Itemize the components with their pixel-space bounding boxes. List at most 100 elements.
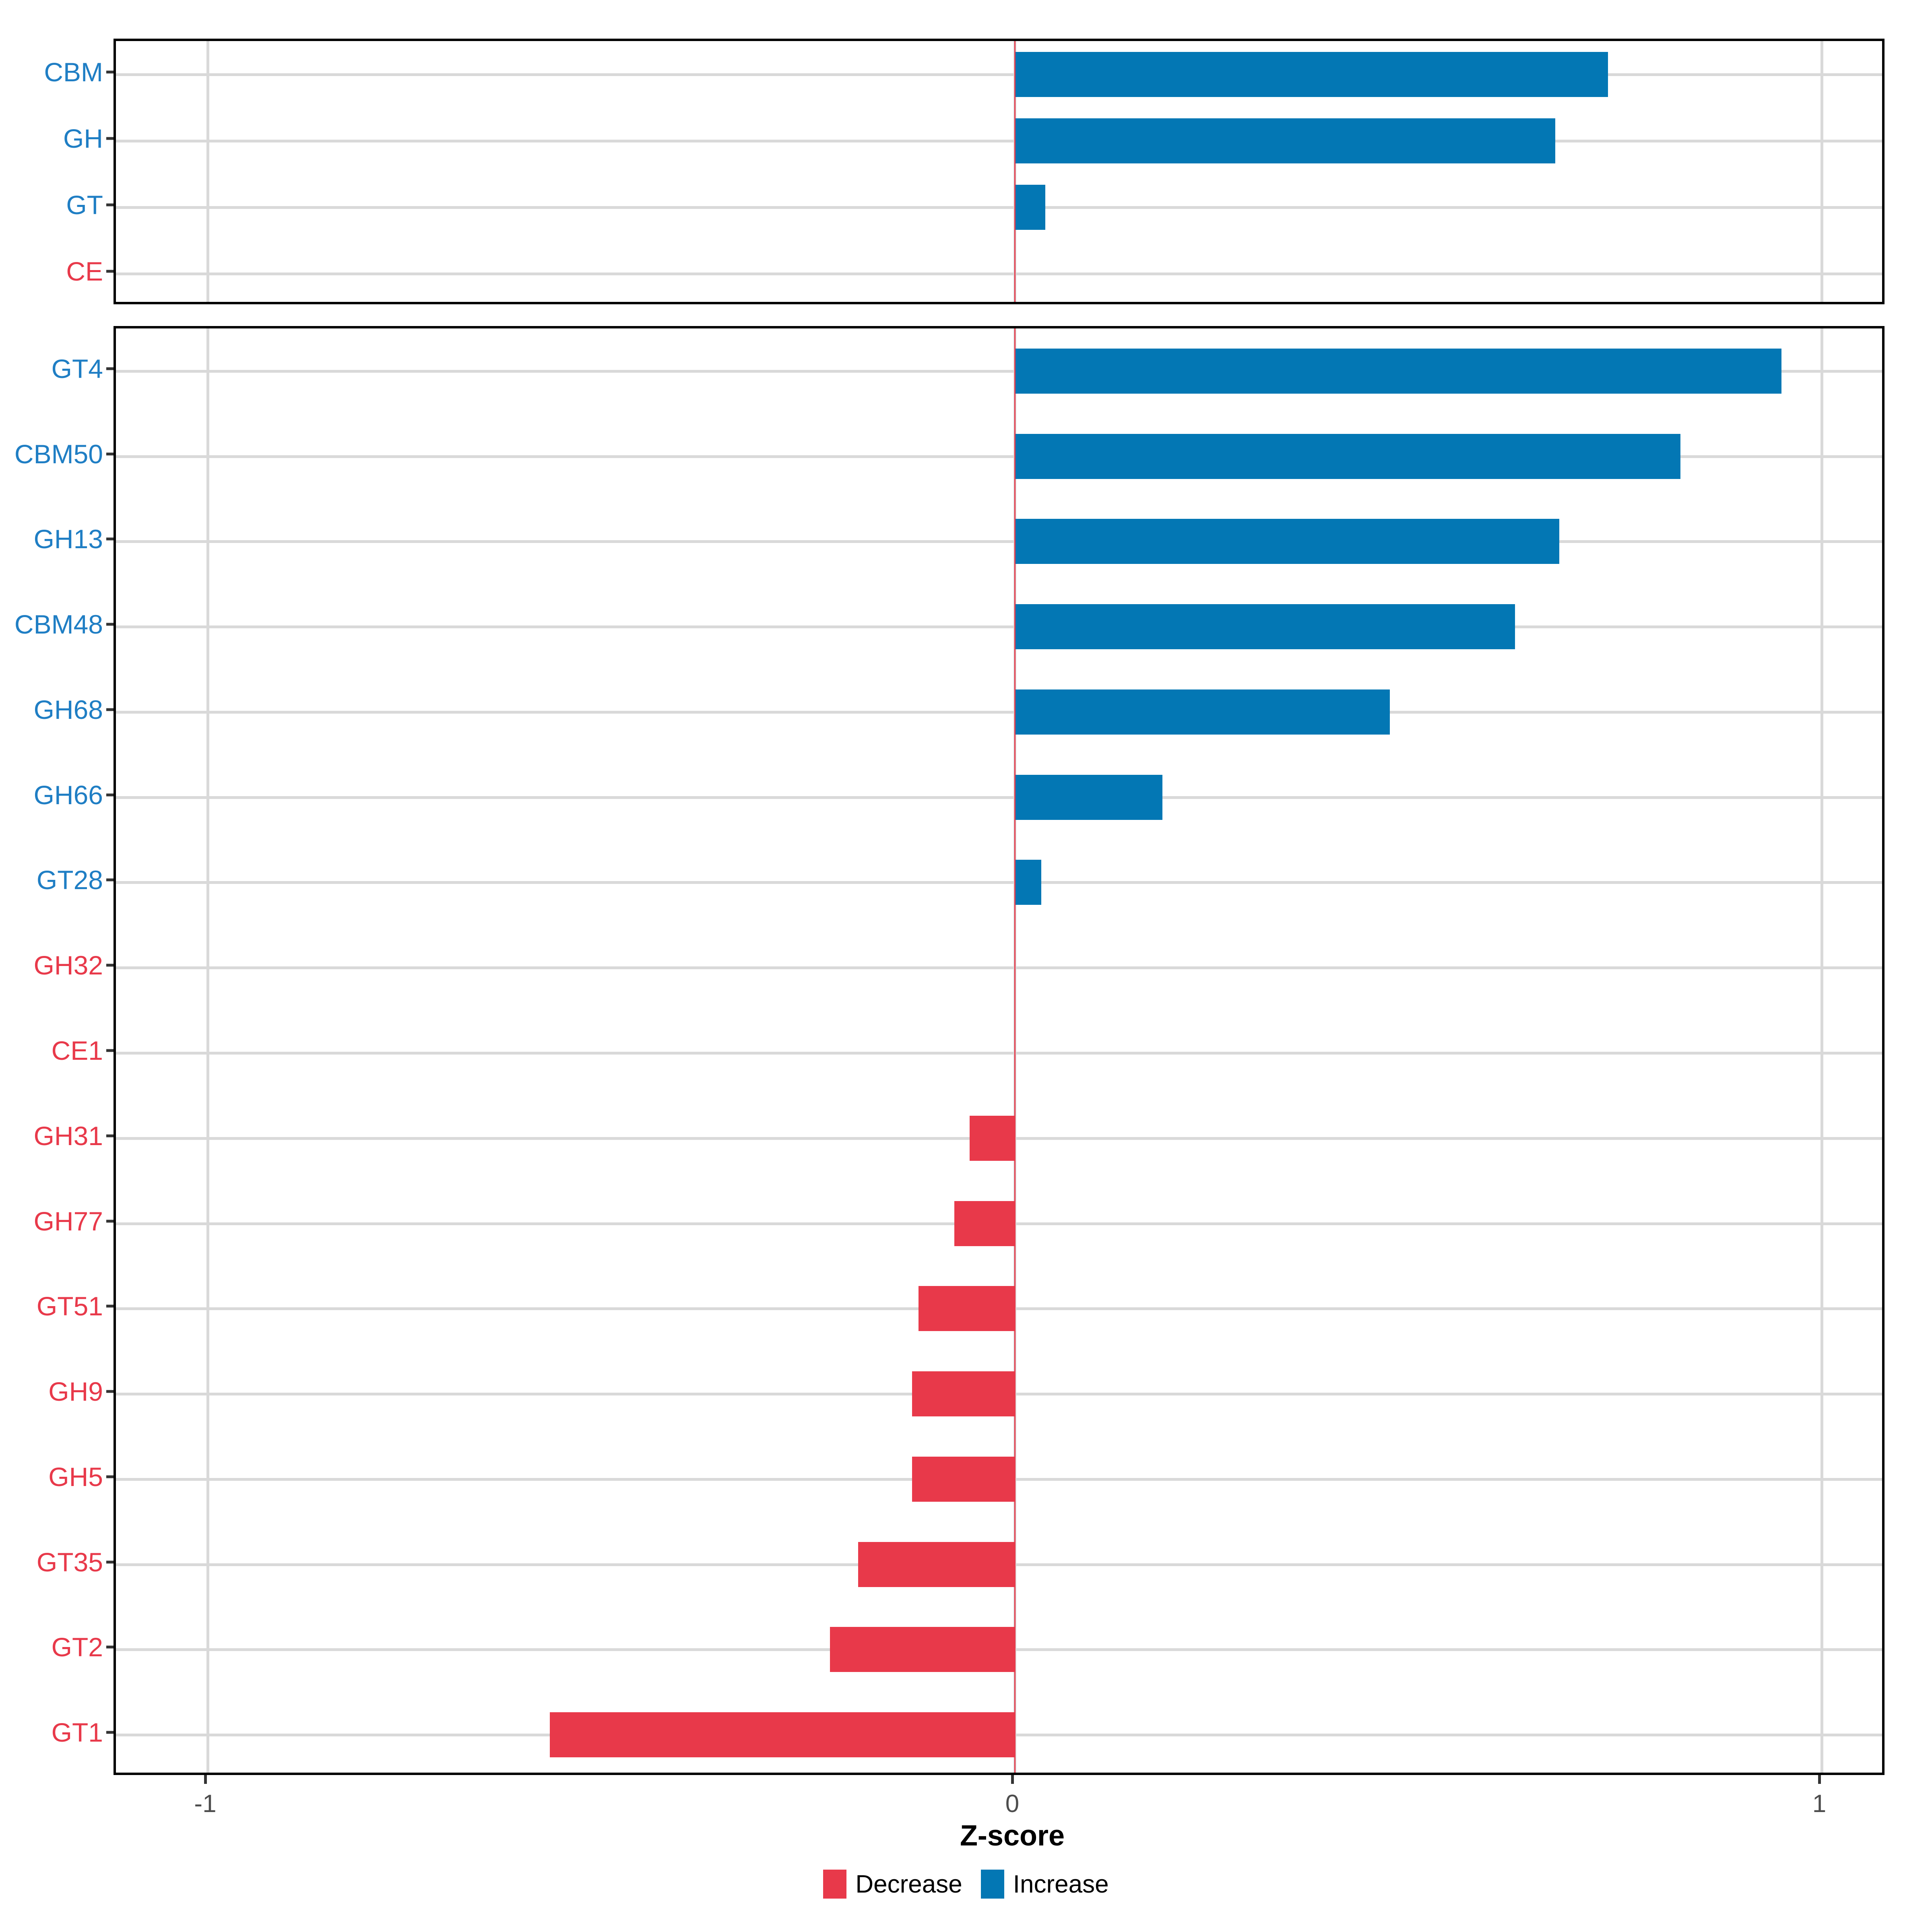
y-axis-tick	[106, 623, 114, 626]
y-axis-label-gh66: GH66	[33, 780, 103, 810]
x-axis-tick	[1818, 1775, 1821, 1784]
gridline-horizontal	[116, 540, 1882, 543]
y-axis-tick	[106, 1475, 114, 1478]
y-axis-tick	[106, 1560, 114, 1564]
gridline-vertical	[206, 41, 209, 302]
y-axis-label-cbm: CBM	[44, 57, 103, 87]
y-axis-tick	[106, 1645, 114, 1649]
y-axis-tick	[106, 367, 114, 370]
gridline-horizontal	[116, 272, 1882, 275]
bar-gh13[interactable]	[1015, 519, 1560, 564]
x-axis-tick	[1011, 1775, 1014, 1784]
bar-gt51[interactable]	[919, 1286, 1015, 1331]
y-axis-label-cbm50: CBM50	[14, 439, 103, 469]
y-axis-tick	[106, 203, 114, 206]
legend-label-increase: Increase	[1013, 1870, 1109, 1898]
bar-gt4[interactable]	[1015, 348, 1781, 394]
y-axis-label-gh5: GH5	[48, 1461, 103, 1492]
legend-swatch-increase	[980, 1870, 1004, 1899]
zero-reference-line	[1014, 328, 1016, 1773]
y-axis-label-gh31: GH31	[33, 1121, 103, 1151]
bar-gt[interactable]	[1015, 184, 1046, 230]
y-axis-label-gt28: GT28	[36, 865, 103, 895]
bar-gt2[interactable]	[830, 1627, 1015, 1672]
legend-item-increase[interactable]: Increase	[980, 1870, 1109, 1899]
y-axis-label-ce1: CE1	[51, 1036, 103, 1065]
gridline-vertical	[1821, 41, 1823, 302]
y-axis-tick	[106, 70, 114, 73]
gridline-horizontal	[116, 1052, 1882, 1055]
bottom-plot-area	[116, 328, 1882, 1773]
y-axis-label-gh9: GH9	[48, 1377, 103, 1407]
y-axis-tick	[106, 793, 114, 797]
bottom-panel-y-axis-labels: GT4 CBM50 GH13 CBM48 GH68 GH66 GT28 GH32 CE1 GH31…	[0, 326, 114, 1775]
bar-gh31[interactable]	[969, 1115, 1015, 1161]
bar-gt28[interactable]	[1015, 860, 1042, 905]
gridline-horizontal	[116, 455, 1882, 458]
legend-swatch-decrease	[823, 1870, 847, 1899]
y-axis-label-gt51: GT51	[36, 1291, 103, 1321]
y-axis-tick	[106, 137, 114, 140]
x-axis-tick-label: 1	[1812, 1790, 1827, 1818]
y-axis-label-gh: GH	[63, 123, 103, 153]
y-axis-tick	[106, 1390, 114, 1393]
y-axis-label-gt2: GT2	[51, 1632, 103, 1662]
gridline-horizontal	[116, 206, 1882, 209]
gridline-horizontal	[116, 881, 1882, 884]
zero-reference-line	[1014, 41, 1016, 302]
y-axis-tick	[106, 1049, 114, 1052]
gridline-vertical	[1821, 328, 1823, 1773]
gridline-vertical	[206, 328, 209, 1773]
bar-cbm48[interactable]	[1015, 604, 1515, 650]
y-axis-label-gh77: GH77	[33, 1206, 103, 1236]
gridline-horizontal	[116, 73, 1882, 76]
y-axis-label-gt: GT	[66, 190, 103, 220]
y-axis-label-gh13: GH13	[33, 524, 103, 554]
bar-gh[interactable]	[1015, 118, 1556, 163]
gridline-horizontal	[116, 625, 1882, 629]
y-axis-label-gh32: GH32	[33, 950, 103, 980]
bar-gh77[interactable]	[954, 1201, 1015, 1246]
bar-gt1[interactable]	[550, 1712, 1015, 1758]
bar-gh5[interactable]	[912, 1456, 1015, 1502]
y-axis-label-ce: CE	[66, 256, 103, 286]
y-axis-label-gt1: GT1	[51, 1717, 103, 1748]
y-axis-tick	[106, 878, 114, 881]
legend-item-decrease[interactable]: Decrease	[823, 1870, 962, 1899]
y-axis-label-gt4: GT4	[51, 353, 103, 384]
x-axis-tick-label: -1	[194, 1790, 217, 1818]
y-axis-tick	[106, 537, 114, 541]
bar-gh9[interactable]	[912, 1371, 1015, 1417]
top-plot-area	[116, 41, 1882, 302]
top-panel-cazyme-class	[114, 39, 1885, 304]
y-axis-tick	[106, 708, 114, 711]
bar-gt35[interactable]	[858, 1542, 1015, 1587]
legend-label-decrease: Decrease	[855, 1870, 962, 1898]
y-axis-tick	[106, 1731, 114, 1734]
top-panel-y-axis-labels: CBM GH GT CE	[0, 39, 114, 304]
bar-gh68[interactable]	[1015, 689, 1390, 735]
x-axis-tick	[204, 1775, 207, 1784]
gridline-horizontal	[116, 369, 1882, 373]
y-axis-tick	[106, 270, 114, 272]
gridline-horizontal	[116, 139, 1882, 142]
bar-gh66[interactable]	[1015, 774, 1162, 820]
x-axis-tick-label: 0	[1005, 1790, 1020, 1818]
y-axis-tick	[106, 964, 114, 967]
x-axis-title: Z-score	[960, 1820, 1065, 1852]
y-axis-label-gh68: GH68	[33, 694, 103, 724]
bottom-panel-cazyme-family	[114, 326, 1885, 1775]
y-axis-tick	[106, 1134, 114, 1137]
y-axis-tick	[106, 1220, 114, 1223]
y-axis-tick	[106, 452, 114, 456]
x-axis: -1 0 1	[0, 1775, 1932, 1868]
y-axis-label-cbm48: CBM48	[14, 609, 103, 640]
gridline-horizontal	[116, 966, 1882, 970]
y-axis-label-gt35: GT35	[36, 1547, 103, 1577]
bar-cbm[interactable]	[1015, 52, 1608, 97]
gridline-horizontal	[116, 710, 1882, 714]
chart-legend: Decrease Increase	[0, 1870, 1932, 1899]
bar-cbm50[interactable]	[1015, 433, 1681, 479]
gridline-horizontal	[116, 796, 1882, 799]
y-axis-tick	[106, 1305, 114, 1308]
